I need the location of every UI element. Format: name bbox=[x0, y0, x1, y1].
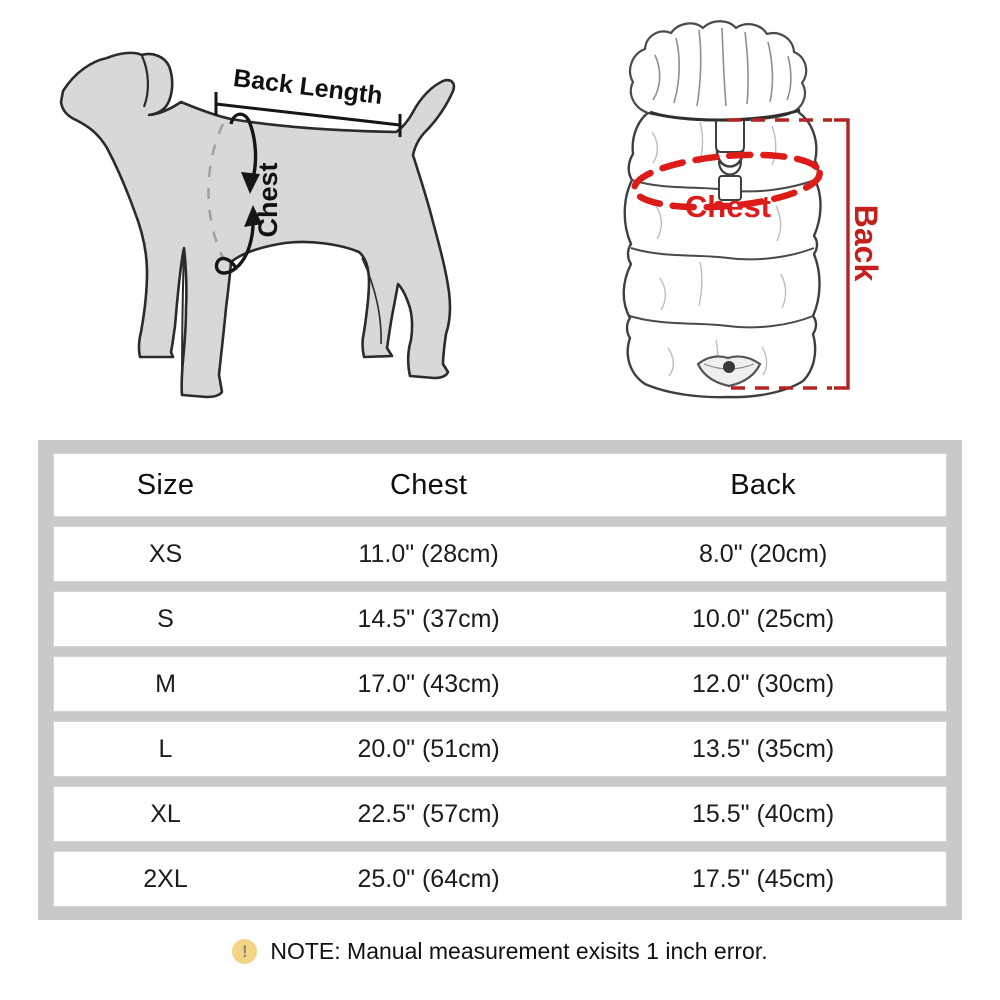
back-cell: 12.0" (30cm) bbox=[691, 669, 835, 698]
dog-chest-arrowhead-up bbox=[244, 205, 262, 227]
chest-cell: 14.5" (37cm) bbox=[357, 604, 500, 633]
size-cell: L bbox=[158, 734, 173, 763]
jacket-back-bracket bbox=[727, 118, 850, 390]
back-cell: 15.5" (40cm) bbox=[691, 799, 835, 828]
note-text: NOTE: Manual measurement exisits 1 inch … bbox=[270, 938, 768, 964]
column-header-chest: Chest bbox=[390, 468, 468, 501]
jacket-collar bbox=[628, 20, 808, 122]
jacket-collar-ruffles bbox=[652, 27, 792, 107]
chest-cell: 22.5" (57cm) bbox=[357, 799, 500, 828]
dog-chest-girth-dashed-line bbox=[207, 123, 226, 261]
table-row-xs: XS 11.0" (28cm) 8.0" (20cm) bbox=[53, 526, 947, 582]
warning-icon: ! bbox=[232, 939, 258, 964]
size-cell: XL bbox=[150, 799, 181, 828]
dog-silhouette bbox=[59, 51, 456, 399]
measurement-note: ! NOTE: Manual measurement exisits 1 inc… bbox=[0, 938, 1000, 965]
dog-chest-arrowhead-down bbox=[241, 172, 260, 194]
size-table: Size Chest Back XS 11.0" (28cm) 8.0" (20… bbox=[38, 440, 962, 920]
dog-thigh-line bbox=[361, 257, 382, 345]
size-cell: M bbox=[155, 669, 176, 698]
jacket-badge bbox=[696, 355, 762, 388]
jacket-neckline bbox=[649, 108, 801, 122]
back-length-line bbox=[215, 102, 401, 127]
chest-cell: 17.0" (43cm) bbox=[357, 669, 500, 698]
jacket-chest-label: Chest bbox=[685, 189, 771, 224]
chest-cell: 11.0" (28cm) bbox=[358, 539, 499, 568]
back-cell: 10.0" (25cm) bbox=[691, 604, 835, 633]
column-header-size: Size bbox=[136, 468, 195, 501]
size-cell: S bbox=[157, 604, 174, 633]
chest-cell: 20.0" (51cm) bbox=[357, 734, 500, 763]
table-row-xl: XL 22.5" (57cm) 15.5" (40cm) bbox=[53, 786, 947, 842]
column-header-back: Back bbox=[730, 468, 796, 501]
dog-front-leg-divider bbox=[181, 249, 185, 393]
dog-chest-label: Chest bbox=[253, 162, 283, 237]
back-cell: 13.5" (35cm) bbox=[691, 734, 835, 763]
size-cell: XS bbox=[148, 539, 183, 568]
jacket-measurement-diagram: Chest Back bbox=[622, 20, 884, 399]
chest-cell: 25.0" (64cm) bbox=[357, 864, 500, 893]
table-row-l: L 20.0" (51cm) 13.5" (35cm) bbox=[53, 721, 947, 777]
back-length-label: Back Length bbox=[232, 64, 384, 110]
dog-ear-line bbox=[140, 55, 149, 108]
size-table-header-row: Size Chest Back bbox=[53, 453, 947, 517]
jacket-back-label: Back bbox=[848, 205, 884, 282]
table-row-s: S 14.5" (37cm) 10.0" (25cm) bbox=[53, 591, 947, 647]
back-cell: 8.0" (20cm) bbox=[698, 539, 828, 568]
table-row-2xl: 2XL 25.0" (64cm) 17.5" (45cm) bbox=[53, 851, 947, 907]
table-row-m: M 17.0" (43cm) 12.0" (30cm) bbox=[53, 656, 947, 712]
jacket-chest-dashed-ellipse bbox=[631, 151, 823, 211]
dog-measurement-diagram: Back Length Chest bbox=[59, 51, 456, 399]
size-cell: 2XL bbox=[143, 864, 188, 893]
dog-chest-arrow-top bbox=[229, 112, 258, 183]
dog-chest-arrow-bottom bbox=[214, 215, 255, 275]
back-cell: 17.5" (45cm) bbox=[691, 864, 835, 893]
